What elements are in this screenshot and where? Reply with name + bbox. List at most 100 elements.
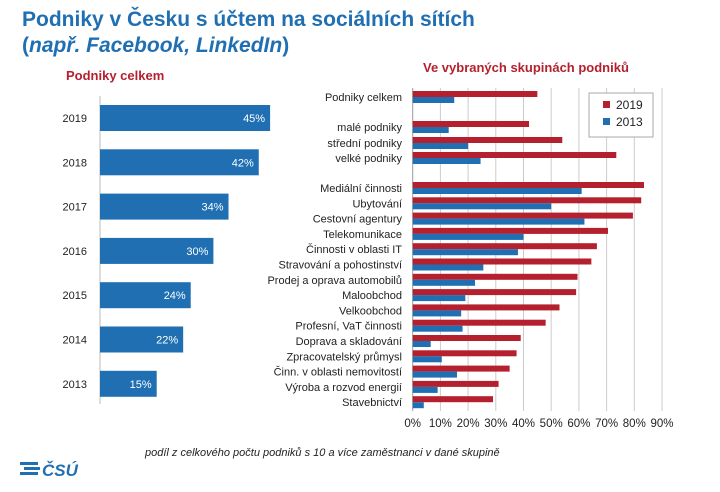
data-label: 34%: [201, 202, 223, 214]
bar-2019: [412, 273, 578, 280]
data-label: 45%: [243, 113, 265, 125]
bar-2019: [412, 152, 617, 158]
category-label: Výroba a rozvod energií: [285, 382, 402, 394]
tick-label: 50%: [540, 418, 563, 430]
category-label: Profesní, VaT činnosti: [295, 321, 402, 333]
category-label: Prodej a oprava automobilů: [267, 275, 402, 287]
bar-2019: [412, 91, 538, 97]
tick-label: 30%: [484, 418, 507, 430]
bar-2019: [412, 137, 563, 143]
bar-2013: [412, 249, 518, 256]
category-label: Maloobchod: [342, 290, 402, 302]
left-chart-title: Podniky celkem: [66, 68, 165, 83]
right-chart: 0% 10% 20% 30% 40% 50% 60% 70% 80% 90% Podniky cel…: [267, 88, 674, 430]
category-label: Zpracovatelský průmysl: [286, 351, 402, 363]
bar-2013: [412, 264, 484, 271]
left-chart: 2019 45% 2018 42% 2017 34% 2016 30% 2015 24% 2014 2…: [63, 96, 271, 404]
tick-label: 0%: [404, 418, 421, 430]
data-label: 30%: [186, 246, 208, 258]
bar-2019: [412, 227, 608, 234]
legend-swatch: [603, 101, 610, 108]
legend-label: 2019: [616, 98, 643, 112]
bar-2019: [412, 396, 494, 403]
bar-2013: [412, 356, 442, 363]
bar-2019: [412, 258, 592, 265]
tick-label: 70%: [595, 418, 618, 430]
category-label: 2016: [63, 246, 87, 258]
bar-2019: [412, 212, 633, 219]
category-label: 2017: [63, 202, 87, 214]
bar-2019: [412, 243, 597, 250]
bar-2019: [412, 289, 577, 296]
svg-text:ČSÚ: ČSÚ: [42, 461, 79, 480]
category-label: Činn. v oblasti nemovitostí: [274, 366, 402, 379]
category-label: Velkoobchod: [339, 305, 402, 317]
bar-2019: [412, 335, 521, 341]
category-label: Ubytování: [352, 198, 402, 210]
category-label: Stravování a pohostinství: [278, 260, 402, 272]
category-label: Činnosti v oblasti IT: [306, 243, 402, 256]
category-label: Stavebnictví: [342, 397, 402, 409]
bar: [100, 237, 214, 264]
bar-2019: [412, 350, 517, 357]
bar-2013: [412, 325, 463, 332]
bar-2013: [412, 218, 585, 225]
tick-label: 10%: [429, 418, 452, 430]
bar: [100, 193, 229, 220]
bar-2013: [412, 143, 469, 149]
category-label: 2014: [63, 335, 87, 347]
page-title: Podniky v Česku s účtem na sociálních sí…: [22, 8, 475, 31]
bar-2019: [412, 365, 510, 372]
category-label: Mediální činnosti: [320, 183, 402, 195]
category-label: Cestovní agentury: [313, 214, 403, 226]
tick-label: 90%: [650, 418, 673, 430]
csu-logo-graphic: ČSÚ: [20, 461, 79, 480]
bar-2013: [412, 279, 476, 286]
bar-2019: [412, 121, 530, 127]
category-label: Doprava a skladování: [296, 336, 402, 348]
bar: [100, 149, 259, 176]
bar-2013: [412, 188, 582, 194]
bar-2013: [412, 386, 438, 393]
data-label: 22%: [156, 335, 178, 347]
category-label: Telekomunikace: [323, 229, 402, 241]
bar-2013: [412, 127, 449, 133]
data-label: 42%: [232, 157, 254, 169]
data-label: 15%: [130, 379, 152, 391]
tick-label: 80%: [623, 418, 646, 430]
tick-label: 60%: [567, 418, 590, 430]
category-label: Podniky celkem: [325, 92, 402, 104]
bar-2019: [412, 319, 546, 326]
bar-2013: [412, 97, 455, 103]
bar-2013: [412, 402, 424, 409]
bar: [100, 326, 184, 353]
bar-2019: [412, 380, 499, 387]
bar-2013: [412, 341, 431, 347]
bar-2019: [412, 182, 644, 188]
tick-label: 20%: [457, 418, 480, 430]
category-label: 2019: [63, 113, 87, 125]
bar-2013: [412, 203, 552, 210]
category-label: střední podniky: [327, 138, 402, 150]
category-label: velké podniky: [335, 153, 402, 165]
bar: [100, 105, 271, 131]
category-label: malé podniky: [337, 122, 402, 134]
legend-box: [588, 92, 654, 138]
bar-2013: [412, 371, 458, 378]
footnote: podíl z celkového počtu podniků s 10 a v…: [145, 447, 500, 459]
subtitle-examples: např. Facebook, LinkedIn: [29, 34, 283, 57]
bar-2013: [412, 158, 481, 164]
bar-2019: [412, 197, 642, 204]
bar-2019: [412, 304, 560, 311]
csu-logo: ČSÚ: [20, 456, 100, 485]
legend-label: 2013: [616, 115, 643, 129]
paren-close: ): [282, 34, 290, 57]
category-label: 2013: [63, 379, 87, 391]
bar-2013: [412, 310, 462, 317]
legend-swatch: [603, 118, 610, 125]
right-chart-title: Ve vybraných skupinách podniků: [423, 60, 629, 75]
tick-label: 40%: [512, 418, 535, 430]
category-label: 2018: [63, 157, 87, 169]
paren-open: (: [22, 34, 29, 57]
